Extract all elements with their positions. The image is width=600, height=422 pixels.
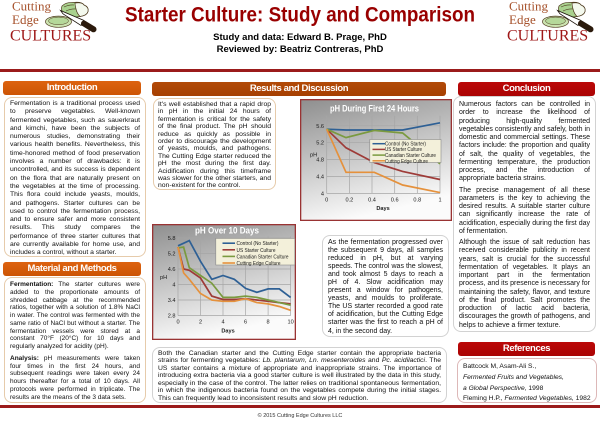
svg-text:Days: Days xyxy=(376,206,389,212)
svg-text:4.8: 4.8 xyxy=(316,158,324,164)
svg-text:Edge: Edge xyxy=(509,12,536,27)
svg-text:Canadian Starter Culture: Canadian Starter Culture xyxy=(385,153,436,159)
svg-text:4: 4 xyxy=(172,283,175,289)
svg-text:8: 8 xyxy=(267,320,270,326)
svg-text:5.8: 5.8 xyxy=(168,236,176,242)
svg-text:US Starter Culture: US Starter Culture xyxy=(385,147,422,153)
svg-text:4.6: 4.6 xyxy=(168,267,176,273)
svg-text:1: 1 xyxy=(438,198,441,204)
svg-text:US Starter Culture: US Starter Culture xyxy=(237,248,276,254)
svg-text:pH: pH xyxy=(310,153,317,159)
svg-text:10: 10 xyxy=(287,320,293,326)
svg-text:3.4: 3.4 xyxy=(168,298,176,304)
svg-text:0: 0 xyxy=(176,320,179,326)
svg-text:0.2: 0.2 xyxy=(346,198,354,204)
svg-text:4: 4 xyxy=(321,191,324,197)
svg-text:4.4: 4.4 xyxy=(316,175,324,181)
svg-text:0.6: 0.6 xyxy=(391,198,399,204)
svg-text:0: 0 xyxy=(325,198,328,204)
svg-text:Cutting Edge Culture: Cutting Edge Culture xyxy=(237,261,281,267)
svg-text:6: 6 xyxy=(244,320,247,326)
svg-text:Cutting: Cutting xyxy=(12,1,52,14)
svg-text:Control (No Starter): Control (No Starter) xyxy=(385,141,426,147)
svg-text:Starter Culture: Study and Com: Starter Culture: Study and Comparison xyxy=(125,4,475,27)
svg-text:CULTURES: CULTURES xyxy=(507,28,588,45)
svg-text:pH Over 10 Days: pH Over 10 Days xyxy=(195,226,259,236)
svg-text:0.4: 0.4 xyxy=(368,198,376,204)
svg-text:Cutting Edge Culture: Cutting Edge Culture xyxy=(385,159,428,165)
svg-text:5.2: 5.2 xyxy=(316,141,324,147)
svg-text:2: 2 xyxy=(199,320,202,326)
svg-text:Canadian Starter Culture: Canadian Starter Culture xyxy=(237,254,289,260)
svg-text:pH: pH xyxy=(160,275,167,281)
svg-text:5.6: 5.6 xyxy=(316,124,324,130)
svg-text:Control (No Starter): Control (No Starter) xyxy=(237,241,279,247)
svg-text:5.2: 5.2 xyxy=(168,252,176,258)
svg-text:Edge: Edge xyxy=(12,12,39,27)
svg-text:pH During First 24 Hours: pH During First 24 Hours xyxy=(330,103,419,113)
svg-text:4: 4 xyxy=(221,320,224,326)
svg-text:Days: Days xyxy=(221,329,234,335)
svg-text:2.8: 2.8 xyxy=(168,314,176,320)
svg-text:CULTURES: CULTURES xyxy=(10,28,91,45)
svg-text:0.8: 0.8 xyxy=(413,198,421,204)
svg-text:Cutting: Cutting xyxy=(509,1,549,14)
